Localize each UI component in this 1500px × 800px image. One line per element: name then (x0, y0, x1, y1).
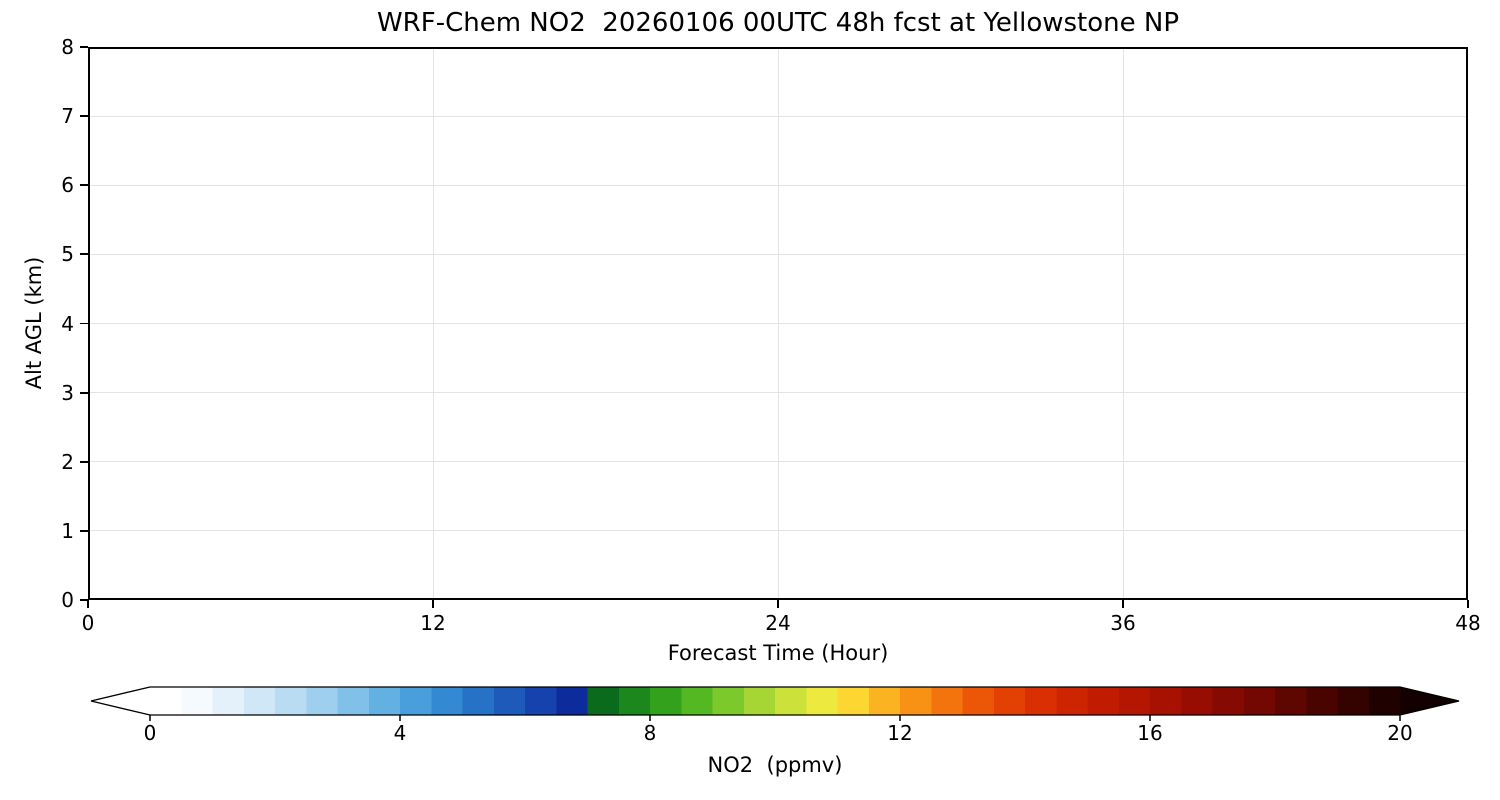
colorbar-over-arrow (1400, 687, 1459, 715)
colorbar-segment (1337, 687, 1370, 715)
y-tick-mark (80, 46, 88, 48)
x-gridline (777, 49, 779, 598)
colorbar-segment (150, 687, 182, 715)
colorbar-segment (1212, 687, 1245, 715)
y-tick-mark (80, 391, 88, 394)
colorbar-segment (618, 687, 651, 715)
colorbar-segment (993, 687, 1026, 715)
x-tick-label: 12 (420, 611, 446, 635)
colorbar-tick-label: 8 (643, 721, 657, 745)
colorbar-segment (1025, 687, 1057, 715)
colorbar-segment (868, 687, 901, 715)
x-tick-mark (432, 600, 434, 608)
x-tick-label: 36 (1110, 611, 1136, 635)
x-axis-label: Forecast Time (Hour) (667, 641, 889, 665)
x-tick-label: 24 (765, 611, 791, 635)
colorbar-segment (743, 687, 776, 715)
colorbar-tick-label: 20 (1387, 721, 1413, 745)
x-tick-mark (1467, 600, 1469, 608)
colorbar-segment (306, 687, 338, 715)
colorbar-segment (1118, 687, 1151, 715)
colorbar-under-arrow (91, 687, 150, 715)
colorbar-tick-label: 0 (143, 721, 157, 745)
x-tick-label: 48 (1455, 611, 1481, 635)
y-tick-mark (80, 115, 88, 118)
y-tick-mark (80, 599, 88, 601)
colorbar-label: NO2 (ppmv) (707, 753, 843, 777)
colorbar-segment (962, 687, 995, 715)
y-tick-label: 3 (61, 380, 74, 405)
colorbar-segment (587, 687, 620, 715)
colorbar-segment (1056, 687, 1088, 715)
colorbar-segment (837, 687, 870, 715)
colorbar-segment (337, 687, 370, 715)
y-tick-label: 6 (61, 173, 74, 198)
colorbar-segment (1243, 687, 1276, 715)
x-gridline (1122, 49, 1124, 598)
colorbar-segment (493, 687, 526, 715)
y-tick-label: 2 (61, 449, 74, 474)
colorbar-segment (1150, 687, 1182, 715)
y-tick-mark (80, 184, 88, 187)
colorbar-segment (1275, 687, 1307, 715)
x-gridline (432, 49, 434, 598)
colorbar-segment (400, 687, 432, 715)
y-tick-label: 4 (61, 311, 74, 336)
y-tick-mark (80, 253, 88, 256)
x-tick-mark (87, 600, 89, 608)
colorbar-segment (775, 687, 807, 715)
colorbar-segment (712, 687, 745, 715)
colorbar-tick-label: 4 (393, 721, 407, 745)
colorbar-segment (275, 687, 307, 715)
y-tick-label: 5 (61, 242, 74, 267)
y-tick-mark (80, 460, 88, 463)
colorbar-segment (1368, 687, 1401, 715)
y-tick-label: 0 (61, 588, 74, 612)
colorbar-segment (368, 687, 401, 715)
colorbar-segment (181, 687, 213, 715)
colorbar-segment (556, 687, 588, 715)
colorbar-segment (1306, 687, 1338, 715)
colorbar-segment (212, 687, 245, 715)
colorbar-segment (806, 687, 838, 715)
x-tick-mark (1122, 600, 1124, 608)
x-tick-mark (777, 600, 779, 608)
colorbar-segment (1181, 687, 1213, 715)
colorbar (90, 686, 1460, 721)
colorbar-segment (900, 687, 932, 715)
colorbar-segment (431, 687, 463, 715)
colorbar-tick-label: 16 (1137, 721, 1163, 745)
colorbar-segment (931, 687, 963, 715)
x-tick-label: 0 (81, 611, 95, 635)
colorbar-segment (650, 687, 682, 715)
colorbar-segment (1087, 687, 1120, 715)
y-tick-mark (80, 529, 88, 532)
colorbar-tick-label: 12 (887, 721, 913, 745)
chart-title: WRF-Chem NO2 20260106 00UTC 48h fcst at … (376, 8, 1180, 38)
y-tick-mark (80, 322, 88, 325)
colorbar-segment (681, 687, 713, 715)
y-tick-label: 8 (61, 35, 74, 59)
colorbar-segment (462, 687, 495, 715)
colorbar-segment (525, 687, 557, 715)
colorbar-segment (243, 687, 276, 715)
y-tick-label: 7 (61, 104, 74, 129)
y-tick-label: 1 (61, 518, 74, 543)
